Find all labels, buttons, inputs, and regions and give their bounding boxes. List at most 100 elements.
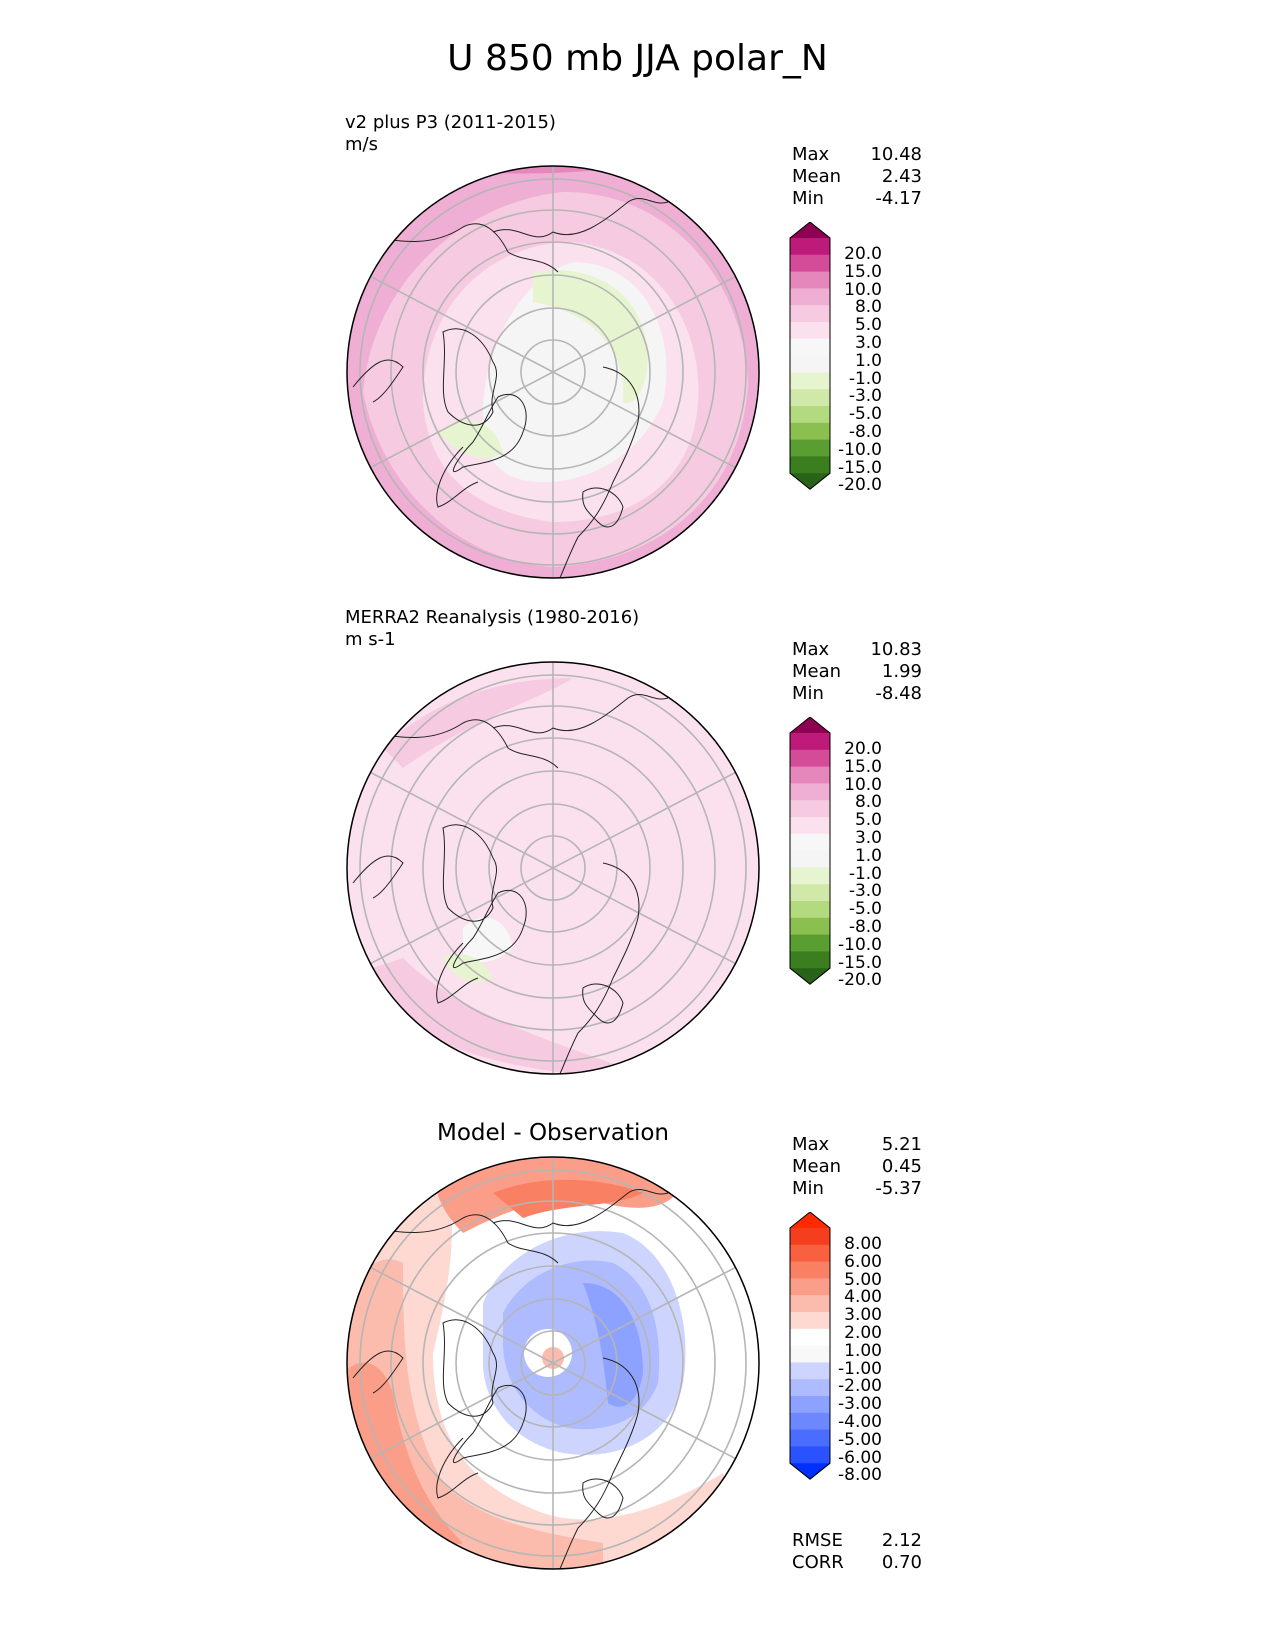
panel3-cbar-label: 4.00 [844, 1287, 882, 1308]
panel3-mean-label: Mean [792, 1156, 842, 1177]
panel1-title: v2 plus P3 (2011-2015) [345, 112, 556, 133]
panel2-colorbar-segment [790, 934, 830, 952]
panel1-cbar-label: 15.0 [844, 261, 882, 282]
panel1-cbar-label: -3.0 [848, 386, 882, 407]
panel2-max-value: 10.83 [870, 639, 922, 660]
panel2-colorbar-segment [790, 884, 830, 902]
panel3-field-blue-strong [583, 1283, 643, 1407]
panel1-colorbar-segment [790, 254, 830, 272]
panel2-colorbar-extend-min [790, 968, 830, 985]
panel3-stats: Max 5.21 Mean 0.45 Min -5.37 [792, 1134, 922, 1200]
panel2-field-n-band [383, 678, 573, 768]
panel3-cbar-label: -6.00 [838, 1447, 882, 1468]
panel3-cbar-label: 6.00 [844, 1251, 882, 1272]
panel1-colorbar-segment [790, 271, 830, 289]
panel3-colorbar-extend-min [790, 1463, 830, 1480]
panel1-max-label: Max [792, 144, 830, 165]
panel3-cbar-label: -1.00 [838, 1358, 882, 1379]
panel3-metrics: RMSE 2.12 CORR 0.70 [792, 1530, 922, 1574]
panel2-colorbar-outline [789, 717, 831, 985]
panel3-map-border [346, 1156, 760, 1570]
panel1-colorbar-segment [790, 305, 830, 323]
panel3-cbar-label: 2.00 [844, 1323, 882, 1343]
panel2-colorbar-segments [789, 717, 831, 985]
panel1-colorbar-segment [790, 288, 830, 306]
panel2-cbar-label: -3.0 [848, 881, 882, 902]
panel2-colorbar-segment [790, 850, 830, 868]
panel3-cbar-label: 1.00 [844, 1340, 882, 1361]
panel1-cbar-label: 1.0 [854, 350, 882, 371]
panel3-field-red-north-core [493, 1179, 643, 1218]
panel3-colorbar-outline [789, 1212, 831, 1480]
panel1-mean-label: Mean [792, 166, 842, 187]
panel2-polar-map [346, 661, 760, 1075]
panel3-polar-map [346, 1156, 760, 1570]
panel3-cbar-label: -2.00 [838, 1376, 882, 1397]
panel2-cbar-label: -5.0 [848, 899, 882, 920]
panel2-mean-value: 1.99 [881, 661, 922, 682]
panel1-colorbar-segment [790, 389, 830, 407]
panel3-cbar-label: -3.00 [838, 1394, 882, 1415]
panel1-graticule [347, 166, 759, 578]
corr-label: CORR [792, 1552, 844, 1573]
panel3-colorbar-extend-max [790, 1212, 830, 1228]
panel2-cbar-label: -15.0 [838, 952, 882, 973]
panel1-colorbar-segment [790, 338, 830, 356]
panel3-field-light-red [347, 1168, 759, 1569]
panel2-cbar-label: 1.0 [854, 845, 882, 866]
panel3-cbar-label: -8.00 [838, 1465, 882, 1486]
panel3-colorbar-segment [790, 1278, 830, 1296]
panel2-cbar-label: -1.0 [848, 863, 882, 884]
panel1-colorbar-segments [789, 222, 831, 490]
panel3-colorbar-segment [790, 1362, 830, 1380]
panel3-cbar-label: 8.00 [844, 1234, 882, 1254]
panel1-mean-value: 2.43 [881, 166, 922, 187]
panel1-cbar-label: 10.0 [844, 279, 882, 300]
panel3-max-label: Max [792, 1134, 830, 1155]
panel3-coastlines [352, 1188, 669, 1569]
panel2-colorbar-segment [790, 867, 830, 885]
panel2-min-label: Min [792, 683, 824, 704]
panel1-map-border [346, 165, 760, 579]
panel1-colorbar [789, 222, 831, 490]
panel2-units: m s-1 [345, 629, 396, 650]
panel2-colorbar-extend-max [790, 717, 830, 733]
panel1-cbar-label: -15.0 [838, 457, 882, 478]
panel2-min-value: -8.48 [875, 683, 922, 704]
panel3-colorbar-segment [790, 1244, 830, 1262]
panel2-field-sw-band [347, 958, 653, 1074]
panel2-title: MERRA2 Reanalysis (1980-2016) [345, 607, 640, 628]
panel1-colorbar-segment [790, 439, 830, 457]
panel2-colorbar-segment [790, 901, 830, 919]
panel3-colorbar-segment [790, 1379, 830, 1397]
panel1-stats: Max 10.48 Mean 2.43 Min -4.17 [792, 144, 922, 210]
panel1-max-value: 10.48 [870, 144, 922, 165]
panel2-cbar-label: -20.0 [838, 970, 882, 991]
panel1-colorbar-segment [790, 456, 830, 474]
panel3-cbar-label: -4.00 [838, 1412, 882, 1432]
panel1-cbar-label: 8.0 [854, 297, 882, 318]
panel1-field-green-patch [533, 270, 648, 403]
rmse-label: RMSE [792, 1530, 843, 1551]
panel2-colorbar-segment [790, 817, 830, 835]
panel1-colorbar-segment [790, 372, 830, 390]
panel1-cbar-label: -5.0 [848, 404, 882, 425]
panel2-coastlines [352, 693, 669, 1074]
panel3-colorbar-segment [790, 1412, 830, 1430]
panel2-cbar-label: 20.0 [844, 739, 882, 759]
panel3-min-value: -5.37 [875, 1178, 922, 1199]
panel1-cbar-label: 20.0 [844, 244, 882, 264]
panel3-colorbar-segment [790, 1261, 830, 1279]
panel2-cbar-label: -8.0 [848, 917, 882, 937]
panel2-map-border [346, 661, 760, 1075]
panel1-cbar-label: 3.0 [854, 333, 882, 353]
panel3-cbar-label: -5.00 [838, 1429, 882, 1450]
panel2-colorbar-segment [790, 733, 830, 751]
panel3-cbar-label: 5.00 [844, 1269, 882, 1290]
panel1-polar-map [346, 165, 760, 579]
panel3-min-label: Min [792, 1178, 824, 1199]
panel2-mean-label: Mean [792, 661, 842, 682]
panel3-colorbar-segments [789, 1212, 831, 1480]
panel1-cbar-label: -10.0 [838, 439, 882, 460]
panel1-colorbar-segment [790, 355, 830, 373]
